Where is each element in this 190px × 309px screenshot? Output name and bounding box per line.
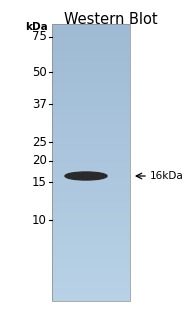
Text: kDa: kDa xyxy=(25,22,48,32)
Text: 10: 10 xyxy=(32,214,47,226)
Bar xyxy=(52,24,130,301)
Text: 25: 25 xyxy=(32,136,47,149)
Text: 75: 75 xyxy=(32,31,47,44)
Text: 15: 15 xyxy=(32,176,47,188)
Text: 50: 50 xyxy=(32,66,47,78)
Text: Western Blot: Western Blot xyxy=(64,12,158,27)
Text: 16kDa: 16kDa xyxy=(150,171,184,181)
Text: 20: 20 xyxy=(32,154,47,167)
Ellipse shape xyxy=(65,172,107,180)
Text: 37: 37 xyxy=(32,98,47,111)
